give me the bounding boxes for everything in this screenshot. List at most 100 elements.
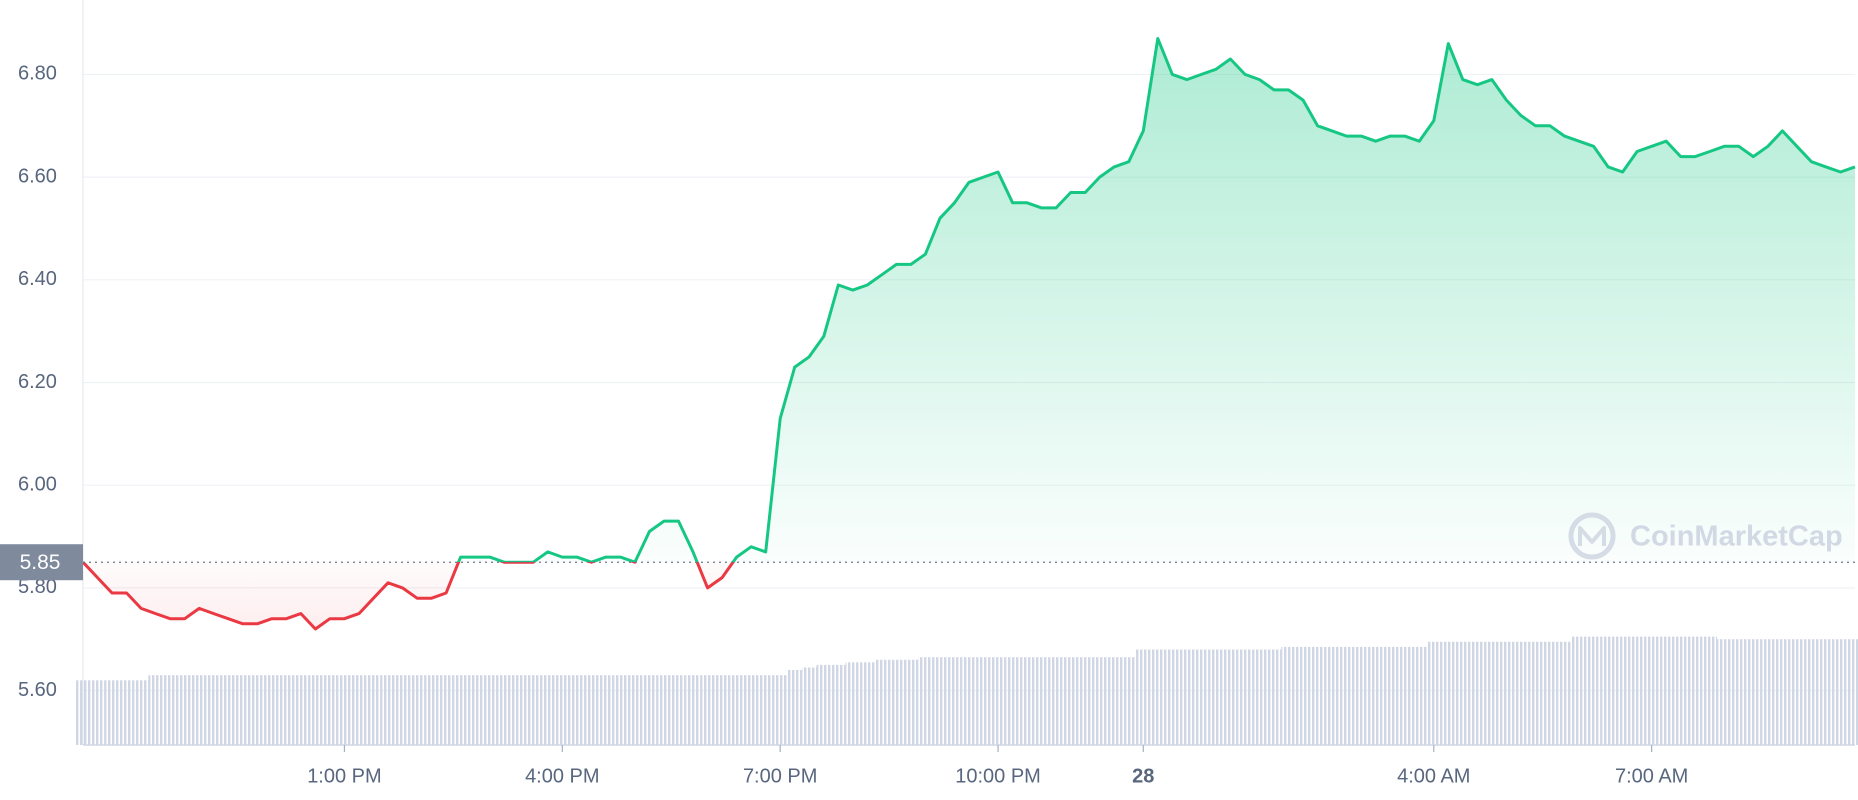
volume-bar — [424, 675, 439, 745]
x-tick-label: 7:00 AM — [1615, 765, 1688, 787]
volume-bar — [1833, 639, 1848, 745]
volume-bar — [1252, 649, 1267, 745]
volume-bar — [671, 675, 686, 745]
volume-bar — [801, 667, 817, 745]
volume-bar — [845, 662, 861, 745]
volume-bar — [1121, 657, 1137, 745]
volume-bar — [1034, 657, 1049, 745]
volume-bar — [598, 675, 614, 745]
x-tick-label: 28 — [1132, 765, 1154, 787]
volume-bar — [758, 675, 773, 745]
x-tick-label: 4:00 AM — [1397, 765, 1470, 787]
y-tick-label: 5.60 — [18, 679, 57, 701]
y-tick-label: 6.80 — [18, 63, 57, 85]
volume-bar — [1266, 649, 1282, 745]
volume-bar — [351, 675, 367, 745]
volume-bar — [104, 680, 120, 745]
volume-bar — [1412, 646, 1427, 745]
volume-bar — [1048, 657, 1064, 745]
volume-bar — [1194, 649, 1209, 745]
volume-bar — [540, 675, 556, 745]
volume-bar — [264, 675, 280, 745]
volume-bar — [191, 675, 207, 745]
volume-bar — [1310, 646, 1325, 745]
volume-bar — [1571, 636, 1587, 745]
volume-bar — [990, 657, 1006, 745]
volume-bar — [467, 675, 483, 745]
volume-bar — [1223, 649, 1238, 745]
volume-bar — [1528, 641, 1543, 745]
volume-bar — [1600, 636, 1616, 745]
volume-bar — [293, 675, 309, 745]
volume-bar — [976, 657, 991, 745]
volume-bar — [918, 657, 933, 745]
volume-bar — [1615, 636, 1630, 745]
volume-bar — [1339, 646, 1354, 745]
volume-bar — [1019, 657, 1035, 745]
volume-bar — [1775, 639, 1790, 745]
volume-bar — [279, 675, 294, 745]
volume-bar — [714, 675, 730, 745]
volume-bar — [1441, 641, 1456, 745]
volume-bar — [743, 675, 759, 745]
volume-bar — [1165, 649, 1180, 745]
volume-bar — [1005, 657, 1020, 745]
volume-bar — [409, 675, 425, 745]
volume-bar — [308, 675, 323, 745]
volume-bar — [148, 675, 163, 745]
volume-bar — [1789, 639, 1805, 745]
volume-bar — [656, 675, 672, 745]
x-tick-label: 1:00 PM — [307, 765, 381, 787]
volume-bar — [526, 675, 541, 745]
area-fill — [83, 38, 1855, 629]
volume-bar — [685, 675, 701, 745]
price-line — [81, 37, 1856, 631]
volume-bar — [1586, 636, 1601, 745]
volume-bar — [75, 680, 91, 745]
volume-bar — [1687, 636, 1703, 745]
volume-bar — [1295, 646, 1311, 745]
volume-bar — [1513, 641, 1529, 745]
volume-bar — [772, 675, 788, 745]
volume-bar — [1063, 657, 1078, 745]
volume-bar — [1760, 639, 1776, 745]
volume-bar — [1208, 649, 1224, 745]
volume-bar — [366, 675, 381, 745]
x-tick-label: 10:00 PM — [955, 765, 1041, 787]
volume-bar — [1368, 646, 1383, 745]
volume-bar — [1804, 639, 1819, 745]
volume-bar — [1382, 646, 1398, 745]
volume-bar — [1629, 636, 1645, 745]
volume-bar — [584, 675, 599, 745]
watermark-text: CoinMarketCap — [1630, 521, 1843, 553]
volume-bar — [1106, 657, 1122, 745]
volume-bar — [787, 670, 802, 745]
volume-bar — [1353, 646, 1369, 745]
volume-bar — [1484, 641, 1500, 745]
volume-bar — [932, 657, 948, 745]
volume-bar — [1746, 639, 1761, 745]
volume-bar — [1818, 639, 1834, 745]
volume-bar — [961, 657, 977, 745]
volume-bar — [1702, 636, 1718, 745]
volume-bar — [1136, 649, 1151, 745]
volume-bar — [627, 675, 643, 745]
y-tick-label: 6.40 — [18, 268, 57, 290]
volume-bar — [1426, 641, 1442, 745]
volume-bar — [1673, 636, 1688, 745]
volume-bar — [1179, 649, 1195, 745]
y-tick-label: 6.60 — [18, 165, 57, 187]
volume-bar — [1470, 641, 1485, 745]
volume-bar — [729, 675, 744, 745]
volume-bar — [380, 675, 396, 745]
volume-bar — [482, 675, 497, 745]
volume-bar — [235, 675, 251, 745]
volume-bar — [889, 659, 904, 745]
volume-bar — [874, 659, 890, 745]
volume-bar — [511, 675, 526, 745]
volume-bar — [162, 675, 178, 745]
volume-bar — [1281, 646, 1296, 745]
volume-bar — [1731, 639, 1747, 745]
